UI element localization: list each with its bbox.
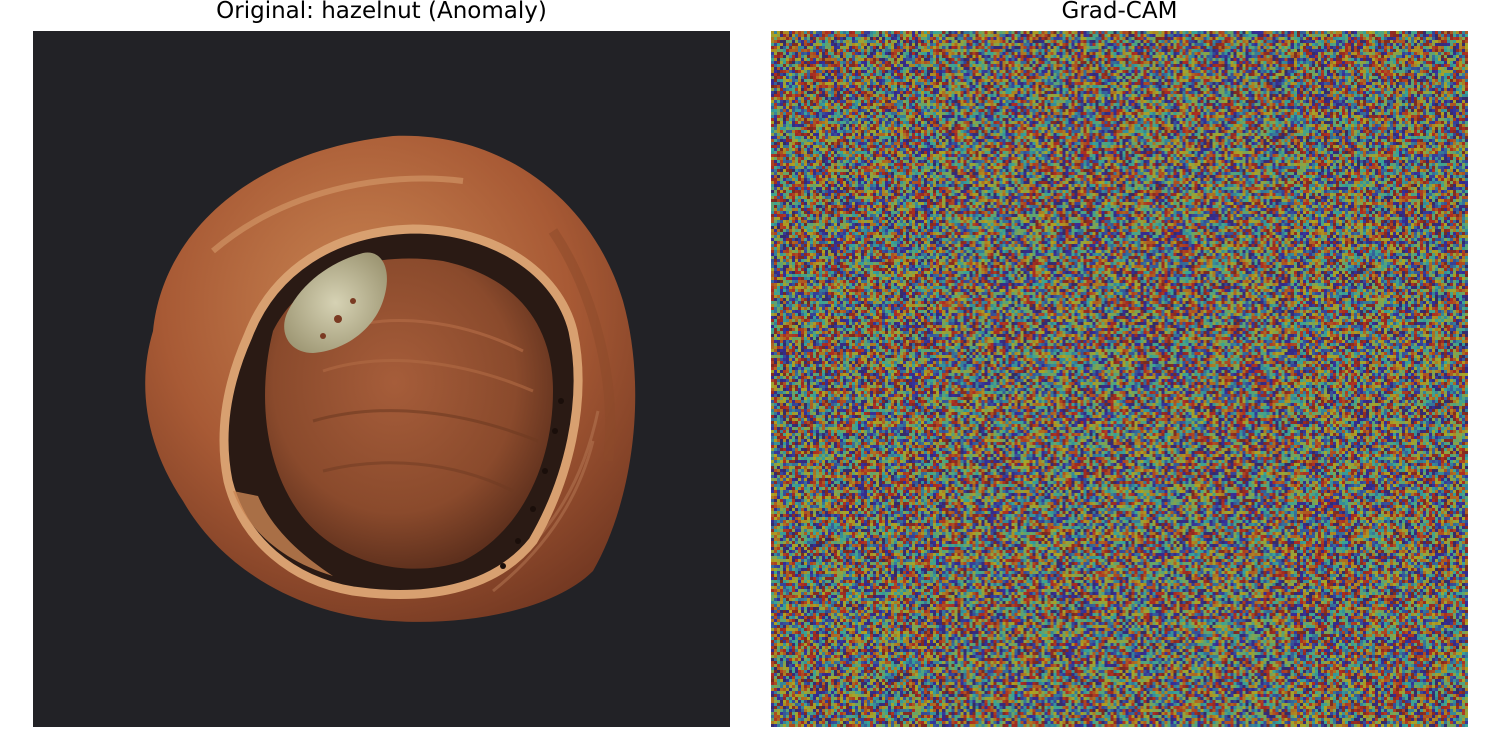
original-title: Original: hazelnut (Anomaly) bbox=[216, 0, 547, 24]
original-image bbox=[33, 31, 730, 727]
gradcam-heatmap bbox=[771, 31, 1468, 727]
gradcam-title: Grad-CAM bbox=[1061, 0, 1178, 24]
shell-rim bbox=[219, 224, 583, 599]
anomaly-defect bbox=[284, 252, 387, 353]
